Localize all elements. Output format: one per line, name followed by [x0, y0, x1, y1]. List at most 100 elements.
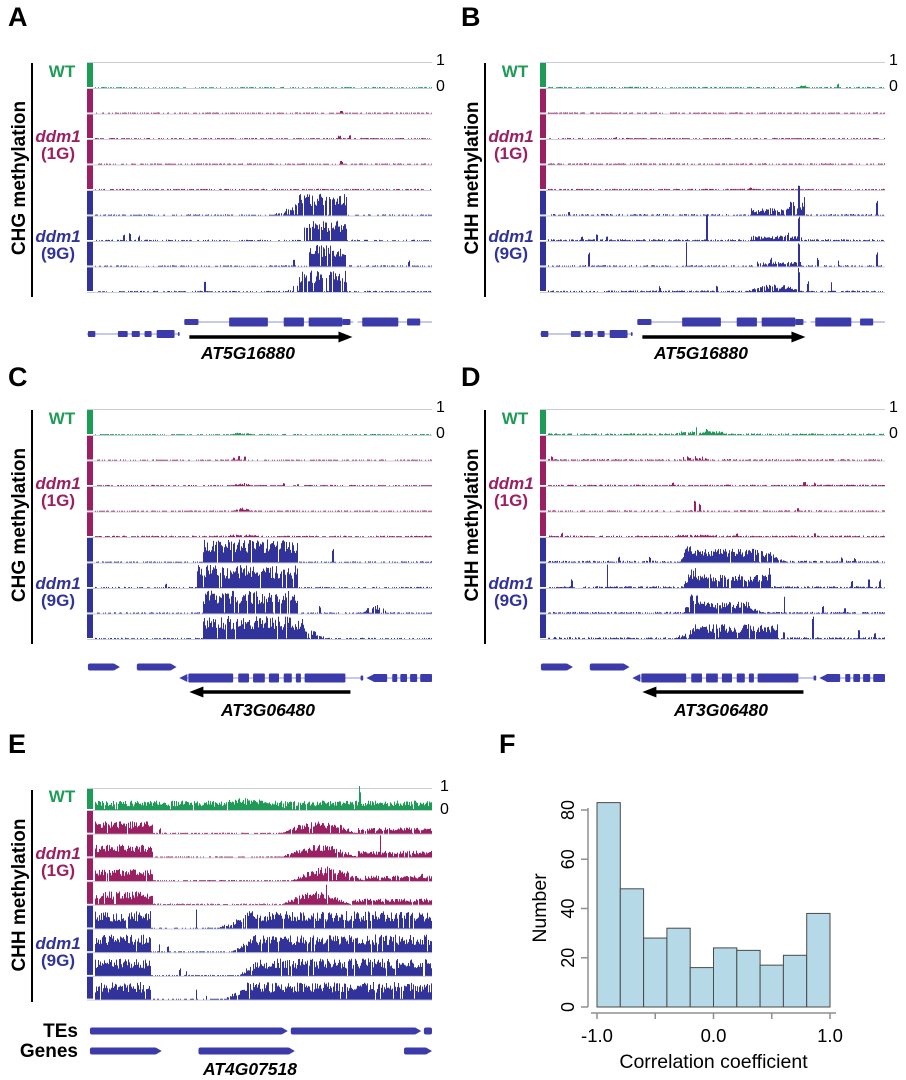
gene-name-e: AT4G07518: [202, 1059, 298, 1079]
track-signals: [548, 427, 885, 639]
track-color-bar: [87, 436, 93, 460]
annotation-shapes: [539, 317, 885, 343]
te-row-label: TEs: [43, 1021, 78, 1042]
gridlines: [540, 409, 885, 640]
gene-model-a: [86, 317, 432, 343]
y-axis-label-b: CHH methylation: [462, 101, 483, 255]
hist-bar: [782, 954, 808, 1008]
track-signal-d-5: [548, 546, 885, 563]
svg-text:60: 60: [558, 849, 578, 869]
track-color-bar: [540, 461, 546, 485]
track-signals: [95, 432, 432, 639]
track-color-bar: [87, 905, 93, 928]
hist-bar: [596, 802, 621, 1008]
label-9g-e: (9G): [41, 951, 75, 970]
svg-text:-1.0: -1.0: [581, 1025, 613, 1046]
track-signal-b-7: [548, 242, 882, 267]
track-color-bar: [87, 191, 93, 215]
track-color-bar: [87, 216, 93, 240]
hist-bar: [689, 967, 714, 1008]
track-color-bar: [540, 242, 546, 266]
label-9g-a: (9G): [41, 244, 75, 263]
scale-0-c: 0: [436, 425, 445, 442]
gene-name-b: AT5G16880: [653, 343, 749, 363]
panel-letter-e: E: [8, 729, 27, 759]
track-signal-a-6: [96, 220, 431, 241]
gene-name-a: AT5G16880: [200, 343, 296, 363]
bracket-c: [31, 410, 33, 644]
track-color-bar: [540, 216, 546, 240]
track-signal-e-4: [95, 884, 432, 905]
track-signal-b-4: [548, 187, 885, 190]
label-9g-b: (9G): [494, 244, 528, 263]
hist-bar: [713, 947, 738, 1008]
hist-bar: [619, 888, 645, 1008]
track-signal-b-3: [548, 163, 885, 165]
track-color-bar: [87, 242, 93, 266]
track-signal-b-8: [548, 267, 883, 292]
label-1g-b: (1G): [494, 144, 528, 163]
track-color-bar: [540, 89, 546, 113]
scale-0-d: 0: [889, 425, 898, 442]
track-signal-c-6: [95, 565, 432, 588]
label-ddm1-9g-b: ddm1: [488, 227, 534, 246]
track-signal-a-2: [95, 135, 430, 139]
methylation-tracks-b: [540, 62, 885, 293]
track-signals: [95, 86, 432, 292]
track-color-bar: [540, 191, 546, 215]
track-signal-c-2: [97, 482, 432, 486]
track-color-bar: [87, 538, 93, 562]
track-color-bar: [540, 563, 546, 587]
track-signal-a-0: [95, 86, 432, 88]
track-signal-a-8: [98, 270, 431, 292]
track-color-bar: [87, 953, 93, 975]
hist-bar: [806, 912, 831, 1008]
track-signal-e-2: [95, 835, 432, 858]
panel-letter-c: C: [8, 362, 28, 392]
gene-name-d: AT3G06480: [673, 700, 769, 720]
track-signal-d-1: [548, 456, 882, 461]
panel-letter-a: A: [8, 2, 28, 32]
track-signal-b-2: [549, 137, 885, 139]
label-ddm1-1g-b: ddm1: [488, 127, 534, 146]
track-color-bar: [87, 614, 93, 638]
methylation-tracks-e: [87, 786, 432, 1001]
track-color-bar: [87, 140, 93, 164]
label-ddm1-9g-e: ddm1: [35, 934, 81, 953]
track-signal-d-3: [548, 500, 885, 512]
hist-bar: [736, 949, 761, 1008]
gridlines: [87, 788, 432, 1001]
annotation-shapes: [89, 1027, 432, 1055]
label-wt-e: WT: [48, 787, 76, 806]
hist-bar: [759, 964, 784, 1008]
track-signal-a-4: [95, 188, 431, 190]
track-color-bars: [87, 789, 93, 999]
panel-letter-b: B: [461, 2, 481, 32]
label-ddm1-1g-e: ddm1: [35, 844, 81, 863]
bracket-b: [484, 63, 486, 297]
track-color-bar: [540, 589, 546, 613]
label-ddm1-9g-d: ddm1: [488, 574, 534, 593]
track-color-bars: [540, 63, 546, 291]
scale-0-e: 0: [440, 801, 449, 818]
label-ddm1-1g-c: ddm1: [35, 474, 81, 493]
histogram-content: 0 20 40 60 80 Number -1.0 0.0 1.0 Correlation coe…: [529, 800, 843, 1073]
track-signal-e-0: [95, 786, 432, 810]
scale-0-b: 0: [889, 78, 898, 95]
track-color-bar: [87, 976, 93, 999]
scale-1-a: 1: [436, 52, 445, 69]
svg-text:40: 40: [558, 898, 578, 918]
svg-text:20: 20: [558, 948, 578, 968]
panel-letter-f: F: [499, 729, 516, 759]
track-signal-e-6: [95, 934, 432, 953]
track-signal-d-7: [548, 594, 885, 614]
track-signal-b-1: [548, 112, 885, 114]
track-color-bar: [87, 929, 93, 952]
track-color-bar: [540, 436, 546, 460]
y-axis-label-d: CHH methylation: [462, 448, 483, 602]
track-color-bar: [87, 789, 93, 809]
track-signal-a-1: [96, 110, 432, 114]
track-color-bar: [87, 165, 93, 189]
gene-name-c: AT3G06480: [220, 700, 316, 720]
